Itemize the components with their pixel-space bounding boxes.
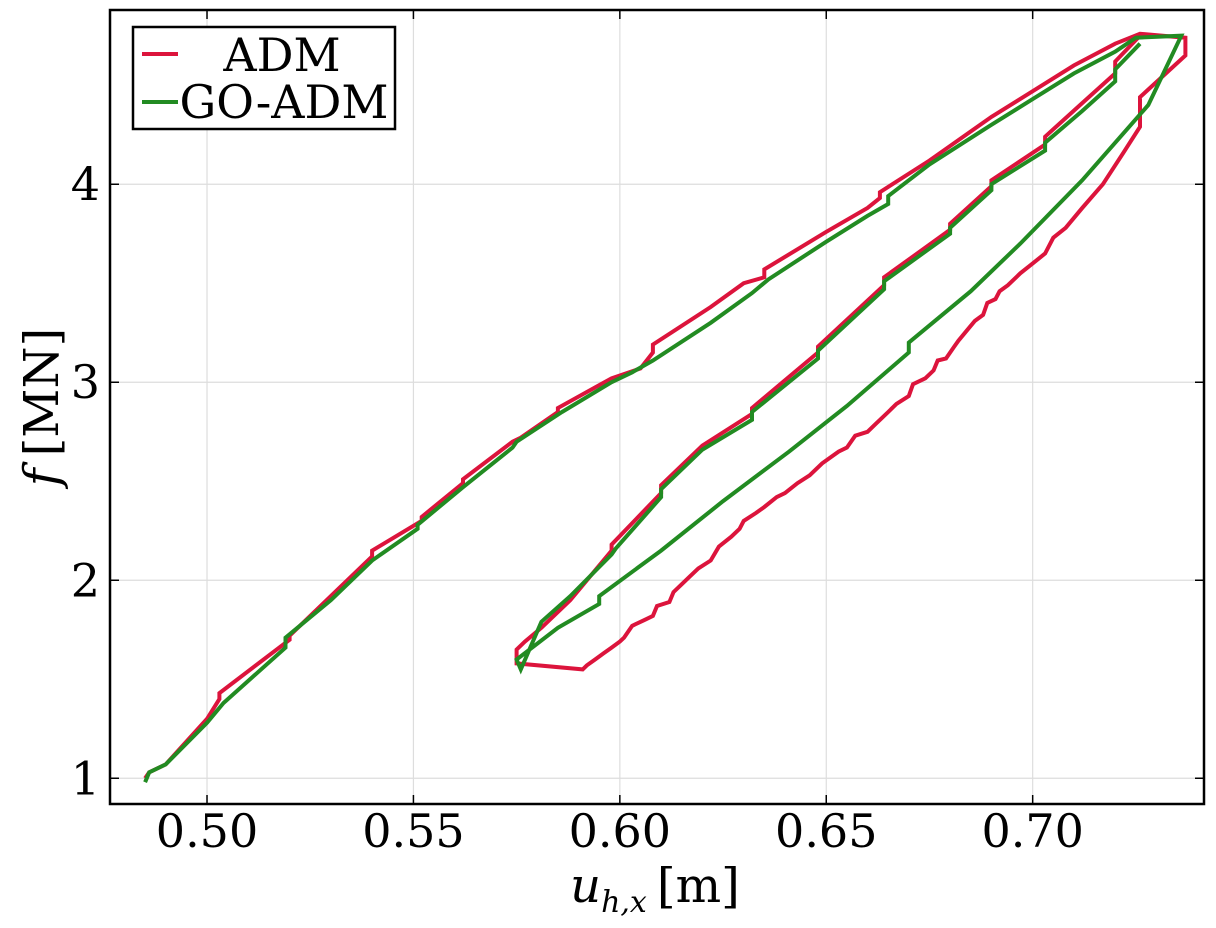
grid	[110, 10, 1204, 804]
tick-labels: 0.50 0.55 0.60 0.65 0.70 1 2 3 4	[71, 157, 1084, 858]
series-layer	[143, 31, 1188, 783]
series-line-adm	[143, 31, 1188, 780]
legend-box	[131, 25, 397, 131]
x-tick-label: 0.60	[569, 804, 671, 858]
x-axis-label: uh,x [m]	[570, 858, 740, 920]
y-tick-label: 2	[71, 553, 100, 607]
y-axis-label-main: f	[14, 461, 70, 489]
x-tick-label: 0.70	[981, 804, 1083, 858]
y-tick-label: 1	[71, 751, 100, 805]
y-axis-label-unit: [MN]	[14, 328, 70, 457]
x-tick-label: 0.50	[156, 804, 258, 858]
legend-label-adm: ADM	[222, 28, 340, 82]
plot-frame	[108, 8, 1206, 806]
y-tick-label: 4	[71, 157, 100, 211]
x-axis-label-sub: h,x	[601, 885, 647, 920]
x-tick-label: 0.55	[362, 804, 464, 858]
y-tick-label: 3	[71, 355, 100, 409]
legend: ADM GO-ADM	[131, 25, 397, 131]
ticks	[110, 10, 1204, 804]
y-axis-label: f [MN]	[14, 328, 70, 489]
legend-label-go-adm: GO-ADM	[180, 75, 389, 129]
x-axis-label-unit: [m]	[657, 858, 740, 914]
series-line-go-adm	[143, 33, 1185, 783]
x-tick-label: 0.65	[775, 804, 877, 858]
x-axis-label-main: u	[570, 858, 601, 914]
